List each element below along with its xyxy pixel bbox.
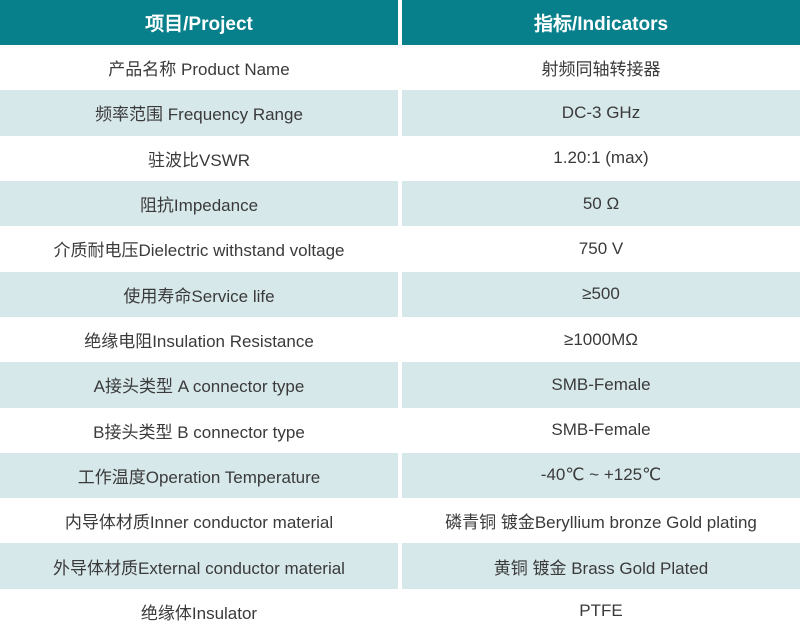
cell-project: B接头类型 B connector type	[0, 407, 398, 453]
cell-indicator: -40℃ ~ +125℃	[402, 452, 800, 499]
table-row: 内导体材质Inner conductor material 磷青铜 镀金Bery…	[0, 498, 800, 544]
cell-indicator: SMB-Female	[402, 362, 800, 408]
cell-indicator: ≥1000MΩ	[402, 316, 800, 363]
table-row: 阻抗Impedance 50 Ω	[0, 180, 800, 227]
cell-project: 阻抗Impedance	[0, 180, 398, 227]
cell-project: 介质耐电压Dielectric withstand voltage	[0, 226, 398, 272]
table-row: 驻波比VSWR 1.20:1 (max)	[0, 135, 800, 181]
cell-indicator: 1.20:1 (max)	[402, 135, 800, 181]
table-row: 产品名称 Product Name 射频同轴转接器	[0, 45, 800, 91]
cell-project: A接头类型 A connector type	[0, 362, 398, 408]
cell-indicator: 射频同轴转接器	[402, 45, 800, 91]
cell-project: 工作温度Operation Temperature	[0, 452, 398, 499]
table-row: A接头类型 A connector type SMB-Female	[0, 362, 800, 408]
cell-indicator: 磷青铜 镀金Beryllium bronze Gold plating	[402, 498, 800, 544]
table-row: 绝缘电阻Insulation Resistance ≥1000MΩ	[0, 316, 800, 363]
table-row: 工作温度Operation Temperature -40℃ ~ +125℃	[0, 452, 800, 499]
column-header-indicators: 指标/Indicators	[402, 0, 800, 45]
cell-project: 使用寿命Service life	[0, 271, 398, 317]
cell-indicator: PTFE	[402, 588, 800, 634]
table-row: 介质耐电压Dielectric withstand voltage 750 V	[0, 226, 800, 272]
table-row: 使用寿命Service life ≥500	[0, 271, 800, 317]
cell-project: 外导体材质External conductor material	[0, 543, 398, 589]
cell-project: 频率范围 Frequency Range	[0, 90, 398, 136]
cell-indicator: SMB-Female	[402, 407, 800, 453]
table-row: B接头类型 B connector type SMB-Female	[0, 407, 800, 453]
table-header-row: 项目/Project 指标/Indicators	[0, 0, 800, 45]
cell-indicator: DC-3 GHz	[402, 90, 800, 136]
column-header-project: 项目/Project	[0, 0, 398, 45]
table-row: 外导体材质External conductor material 黄铜 镀金 B…	[0, 543, 800, 589]
cell-project: 绝缘体Insulator	[0, 588, 398, 634]
cell-indicator: 750 V	[402, 226, 800, 272]
cell-project: 驻波比VSWR	[0, 135, 398, 181]
cell-project: 绝缘电阻Insulation Resistance	[0, 316, 398, 363]
cell-indicator: ≥500	[402, 271, 800, 317]
cell-indicator: 黄铜 镀金 Brass Gold Plated	[402, 543, 800, 589]
table-row: 绝缘体Insulator PTFE	[0, 588, 800, 634]
cell-indicator: 50 Ω	[402, 180, 800, 227]
table-row: 频率范围 Frequency Range DC-3 GHz	[0, 90, 800, 136]
cell-project: 产品名称 Product Name	[0, 45, 398, 91]
cell-project: 内导体材质Inner conductor material	[0, 498, 398, 544]
